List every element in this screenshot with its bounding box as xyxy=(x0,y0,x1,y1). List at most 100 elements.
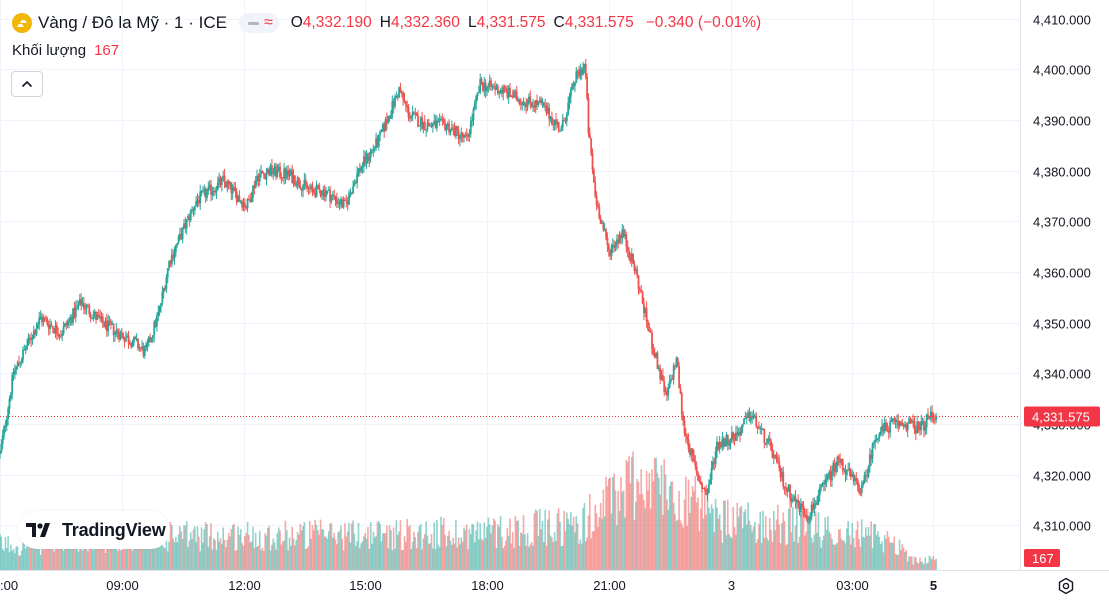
candle-body xyxy=(840,459,843,463)
volume-bar xyxy=(672,502,675,570)
symbol-title[interactable]: Vàng / Đô la Mỹ · 1 · ICE xyxy=(38,13,227,32)
candle-body xyxy=(745,416,748,419)
volume-bar xyxy=(291,526,294,570)
volume-bar xyxy=(338,530,341,570)
tradingview-logo[interactable]: TradingView xyxy=(18,511,170,549)
volume-bar xyxy=(809,513,812,570)
candle-body xyxy=(525,103,528,108)
volume-bar xyxy=(202,542,204,570)
price-change: −0.340 (−0.01%) xyxy=(645,14,762,31)
chart-type-toggle[interactable]: ≈ xyxy=(238,13,279,33)
collapse-legend-button[interactable] xyxy=(11,71,43,97)
candle-body xyxy=(317,184,319,186)
candle-body xyxy=(46,319,49,325)
volume-bar xyxy=(448,530,450,570)
volume-legend: Khối lượng 167 xyxy=(12,42,119,59)
gear-icon[interactable] xyxy=(1055,576,1077,596)
volume-bar xyxy=(915,557,917,570)
candle-body xyxy=(128,342,131,344)
volume-bar xyxy=(524,534,526,570)
candle-body xyxy=(299,186,302,189)
candle-body xyxy=(626,246,629,251)
candle-body xyxy=(923,421,925,431)
candle-body xyxy=(890,421,893,423)
candle-body xyxy=(850,471,852,477)
volume-bar xyxy=(932,555,935,570)
volume-bar xyxy=(874,523,877,570)
candle-body xyxy=(628,250,630,259)
volume-bar xyxy=(881,541,883,570)
volume-bar xyxy=(840,538,843,570)
volume-bar xyxy=(800,515,802,570)
volume-bar xyxy=(860,519,863,570)
volume-bar xyxy=(425,521,427,570)
candle-body xyxy=(231,187,234,194)
candle-body xyxy=(4,425,7,427)
volume-bar xyxy=(843,540,845,570)
candle-body xyxy=(177,236,180,244)
candle-body xyxy=(226,181,229,188)
candle-body xyxy=(637,275,640,290)
candle-body xyxy=(91,317,93,319)
volume-bar xyxy=(295,540,298,570)
candle-body xyxy=(57,333,60,337)
candle-body xyxy=(824,480,827,485)
volume-bar xyxy=(14,553,16,570)
volume-bar xyxy=(929,557,932,570)
candle-body xyxy=(421,117,423,129)
candle-body xyxy=(856,479,859,486)
candle-body xyxy=(781,472,783,478)
approx-icon[interactable]: ≈ xyxy=(263,14,273,31)
candle-body xyxy=(453,127,456,137)
time-axis[interactable]: :00 09:00 12:00 15:00 18:00 21:00 3 03:00 5 xyxy=(0,578,937,593)
volume-bar xyxy=(218,541,220,570)
volume-bar xyxy=(196,526,199,570)
price-axis[interactable]: 4,310.0004,320.0004,330.0004,340.0004,35… xyxy=(1033,13,1091,534)
volume-bar xyxy=(760,542,763,570)
candle-body xyxy=(281,177,284,179)
candle-body xyxy=(269,165,272,176)
volume-bar xyxy=(814,511,817,570)
candle-body xyxy=(289,170,292,175)
volume-bar xyxy=(605,476,607,570)
volume-bar xyxy=(648,472,651,570)
volume-bar xyxy=(363,536,365,570)
candle-body xyxy=(292,175,295,183)
volume-bar xyxy=(403,536,406,570)
volume-bar xyxy=(900,550,902,570)
candle-body xyxy=(586,76,589,98)
volume-bar xyxy=(806,508,809,570)
candle-body xyxy=(92,314,95,318)
line-toggle-icon[interactable] xyxy=(247,21,259,25)
volume-bar xyxy=(391,550,394,570)
candle-body xyxy=(323,189,326,197)
candle-body xyxy=(433,120,436,124)
volume-bar xyxy=(869,535,871,570)
candle-body xyxy=(679,387,682,394)
volume-bar xyxy=(248,534,250,570)
candle-body xyxy=(61,333,64,337)
candle-body xyxy=(660,375,663,380)
volume-bar xyxy=(590,538,592,570)
volume-bar xyxy=(595,513,598,570)
candle-body xyxy=(287,170,290,176)
candle-body xyxy=(618,235,621,243)
volume-last-badge: 167 xyxy=(1024,549,1060,567)
volume-bar xyxy=(902,547,905,570)
candle-body xyxy=(572,83,575,87)
candle-body xyxy=(726,434,729,446)
volume-bar xyxy=(855,529,858,570)
candle-body xyxy=(545,105,548,114)
volume-bar xyxy=(344,523,346,570)
volume-bar xyxy=(499,515,502,570)
candle-body xyxy=(96,315,99,320)
candle-body xyxy=(648,329,651,332)
volume-bar xyxy=(41,538,43,570)
volume-bar xyxy=(564,531,567,570)
candle-body xyxy=(145,345,148,349)
candle-body xyxy=(771,450,774,458)
candle-body xyxy=(490,80,492,87)
volume-bar xyxy=(114,540,116,570)
candle-body xyxy=(548,107,551,120)
